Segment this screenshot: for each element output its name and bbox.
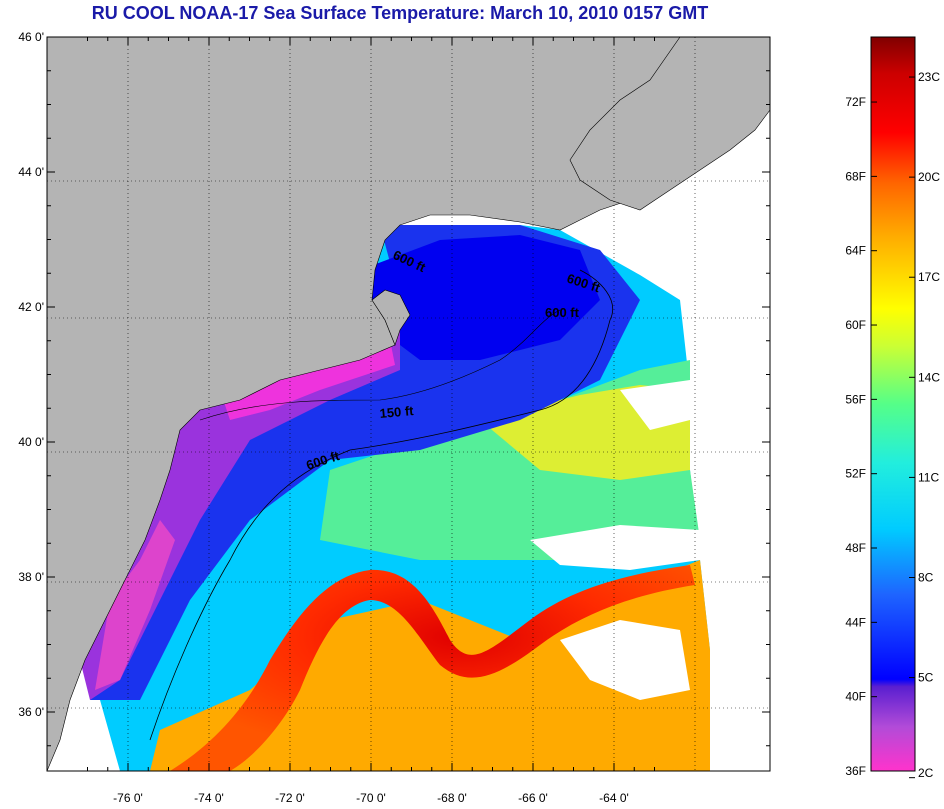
colorbar-f-label: 48F <box>845 541 866 555</box>
land-novascotia <box>569 37 770 211</box>
colorbar-c-label: 8C <box>918 570 934 584</box>
map-border <box>46 36 771 772</box>
ocean-deep-blue <box>360 235 600 360</box>
map-title: RU COOL NOAA-17 Sea Surface Temperature:… <box>91 3 709 23</box>
colorbar-f-label: 64F <box>845 244 866 258</box>
cloud-patch <box>620 380 690 430</box>
colorbar-f-label: 40F <box>845 690 866 704</box>
latitude-axis: 46 0' 44 0' 42 0' 40 0' 38 0' 36 0' <box>18 30 770 747</box>
lon-tick-label: -72 0' <box>275 791 305 805</box>
isobath-150ft <box>199 309 561 421</box>
graticule <box>47 37 770 771</box>
colorbar-c-label: 17C <box>918 270 940 284</box>
ocean-magenta-south <box>95 520 175 690</box>
colorbar-f-label: 60F <box>845 318 866 332</box>
longitude-axis: -76 0' -74 0' -72 0' -70 0' -68 0' -66 0' -64 … <box>87 37 655 805</box>
colorbar-f-label: 56F <box>845 392 866 406</box>
colorbar-f-label: 52F <box>845 467 866 481</box>
isobath-label: 600 ft <box>545 305 580 320</box>
colorbar-f-label: 36F <box>845 764 866 778</box>
gulf-stream <box>170 565 695 771</box>
lon-tick-label: -70 0' <box>356 791 386 805</box>
colorbar-c-label: 5C <box>918 671 934 685</box>
colorbar-c-label: 11C <box>918 470 939 484</box>
lat-tick-label: 38 0' <box>18 570 44 584</box>
colorbar-f-label: 72F <box>845 95 866 109</box>
lon-tick-label: -64 0' <box>599 791 629 805</box>
colorbar-celsius-labels: 23C 20C 17C 14C 11C 8C 5C 2C <box>909 70 940 780</box>
colorbar-f-label: 44F <box>845 615 866 629</box>
isobath-label: 150 ft <box>379 403 415 421</box>
isobath-600ft <box>149 269 613 741</box>
ocean-orange-zone <box>150 560 710 771</box>
colorbar-f-label: 68F <box>845 169 866 183</box>
lon-tick-label: -68 0' <box>437 791 467 805</box>
land-capecod <box>371 289 411 346</box>
colorbar <box>870 36 916 772</box>
colorbar-c-label: 2C <box>918 766 934 780</box>
lat-tick-label: 46 0' <box>18 30 44 44</box>
cloud-patch <box>530 525 700 570</box>
lat-tick-label: 36 0' <box>18 705 44 719</box>
lat-tick-label: 44 0' <box>18 165 44 179</box>
cloud-patch <box>690 300 770 771</box>
lat-tick-label: 42 0' <box>18 300 44 314</box>
cloud-patch <box>560 620 690 700</box>
lat-tick-label: 40 0' <box>18 435 44 449</box>
lon-tick-label: -74 0' <box>194 791 224 805</box>
colorbar-fahrenheit-labels: 72F 68F 64F 60F 56F 52F 48F 44F 40F 36F <box>845 95 877 778</box>
colorbar-c-label: 14C <box>918 370 940 384</box>
colorbar-c-label: 23C <box>918 70 940 84</box>
colorbar-c-label: 20C <box>918 170 940 184</box>
lon-tick-label: -76 0' <box>113 791 143 805</box>
lon-tick-label: -66 0' <box>518 791 548 805</box>
